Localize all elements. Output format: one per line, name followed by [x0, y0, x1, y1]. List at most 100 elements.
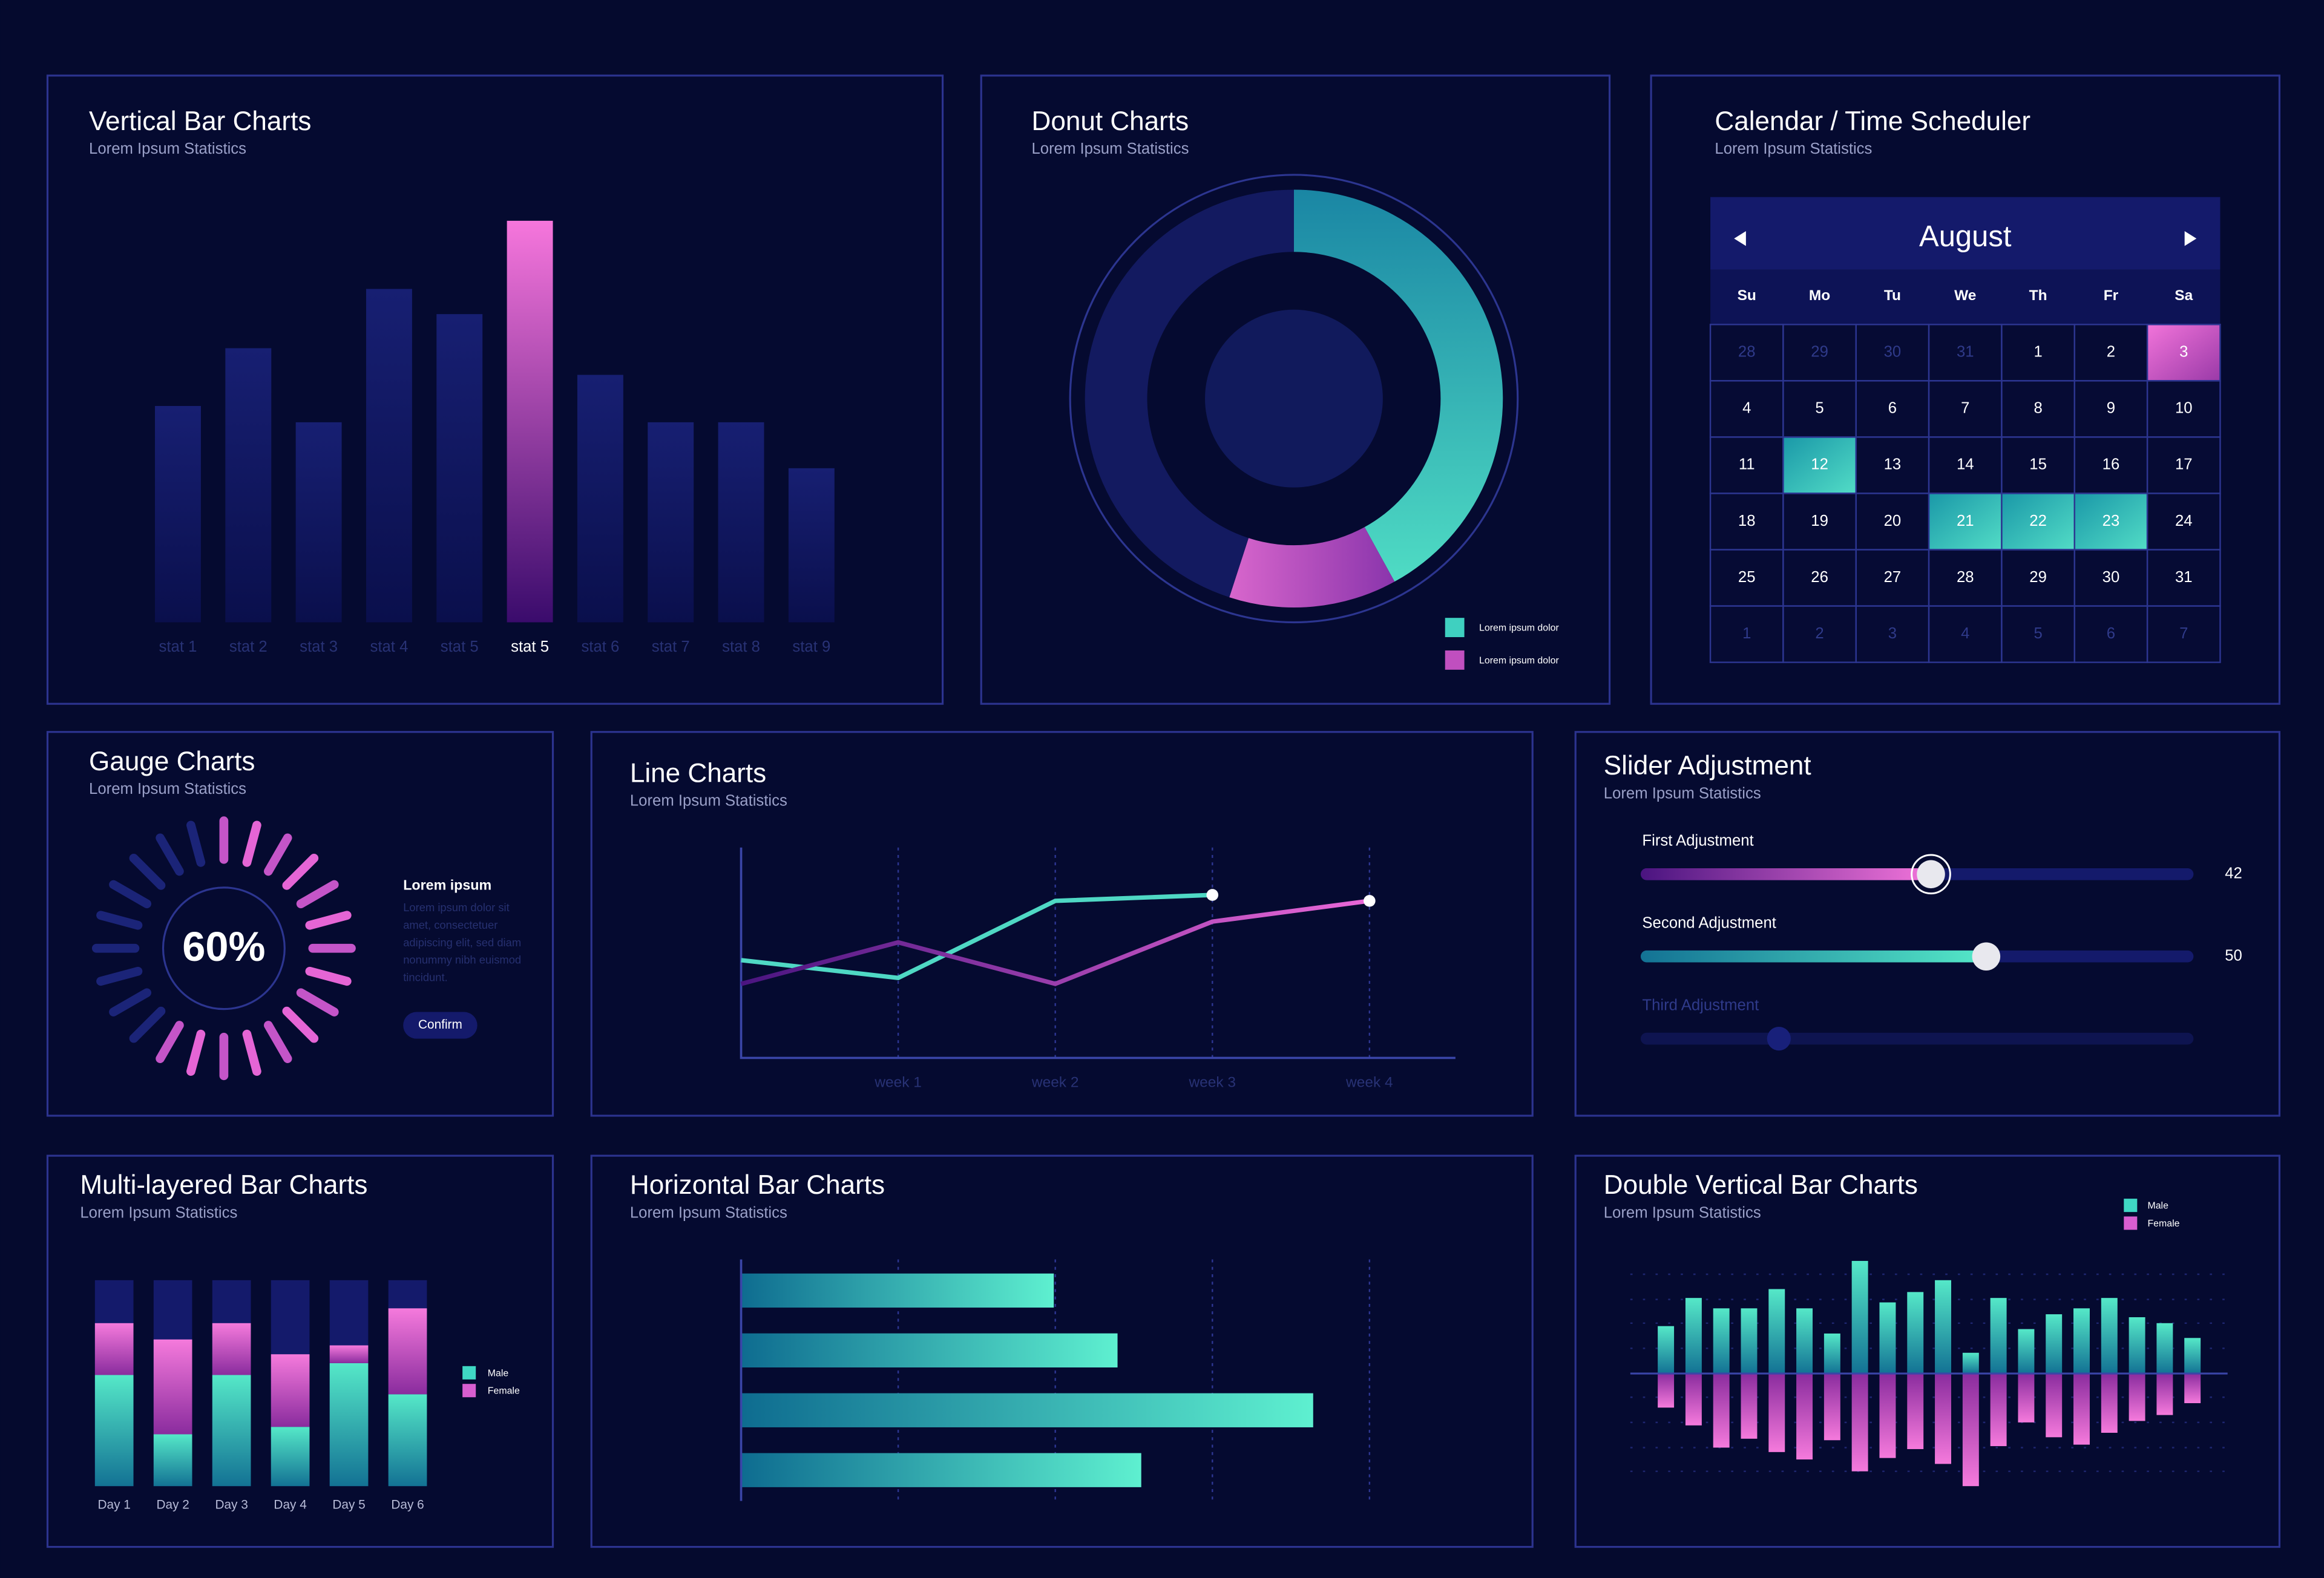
day-label[interactable]: 27	[1884, 569, 1902, 586]
day-label[interactable]: 26	[1811, 569, 1828, 586]
day-label[interactable]: 15	[2029, 456, 2047, 473]
day-cell[interactable]	[1709, 605, 1784, 663]
day-label[interactable]: 12	[1811, 456, 1828, 473]
bar	[2129, 1317, 2145, 1374]
day-cell[interactable]	[1855, 324, 1930, 382]
day-label[interactable]: 21	[1957, 512, 1974, 529]
bar	[1823, 1333, 1840, 1374]
bar	[507, 220, 553, 623]
gauge-value: 60%	[182, 923, 265, 970]
day-cell[interactable]	[1782, 605, 1857, 663]
day-label[interactable]: 20	[1884, 512, 1902, 529]
day-label[interactable]: 17	[2175, 456, 2193, 473]
day-cell[interactable]	[2073, 605, 2148, 663]
prev-month[interactable]	[1734, 231, 1746, 246]
weekday-label: Tu	[1884, 287, 1901, 304]
day-label[interactable]: 22	[2029, 512, 2047, 529]
day-cell[interactable]	[1928, 493, 2003, 551]
day-cell[interactable]	[1928, 380, 2003, 438]
bar	[2184, 1373, 2201, 1404]
legend-swatch	[1445, 618, 1465, 637]
day-cell[interactable]	[1709, 493, 1784, 551]
panel	[590, 731, 1534, 1117]
legend-swatch	[2124, 1199, 2138, 1213]
day-cell[interactable]	[1855, 493, 1930, 551]
day-label[interactable]: 8	[2034, 400, 2042, 417]
day-cell[interactable]	[1855, 549, 1930, 607]
slider-knob[interactable]	[1972, 942, 2001, 971]
day-label[interactable]: 31	[1957, 344, 1974, 361]
day-label[interactable]: 9	[2107, 400, 2115, 417]
day-cell[interactable]	[1782, 493, 1857, 551]
day-label[interactable]: 10	[2175, 400, 2193, 417]
day-label[interactable]: 2	[2107, 344, 2115, 361]
day-label[interactable]: 30	[2102, 569, 2120, 586]
day-cell[interactable]	[1855, 436, 1930, 494]
bar	[1990, 1298, 2007, 1374]
x-tick-label: stat 2	[229, 638, 268, 655]
button[interactable]	[403, 1012, 478, 1039]
button-label[interactable]: Confirm	[418, 1018, 462, 1032]
day-cell[interactable]	[1709, 436, 1784, 494]
day-label[interactable]: 13	[1884, 456, 1902, 473]
day-label[interactable]: 29	[1811, 344, 1828, 361]
day-label[interactable]: 3	[2179, 344, 2188, 361]
day-cell[interactable]	[2146, 380, 2221, 438]
day-label[interactable]: 6	[2107, 625, 2115, 642]
day-label[interactable]: 30	[1884, 344, 1902, 361]
panel-subtitle: Lorem Ipsum Statistics	[89, 140, 246, 157]
slider-halo	[1911, 854, 1951, 895]
day-label[interactable]: 31	[2175, 569, 2193, 586]
slider-value: 50	[2225, 948, 2242, 964]
legend-swatch	[1445, 650, 1465, 670]
day-label[interactable]: 2	[1815, 625, 1823, 642]
day-cell[interactable]	[1782, 549, 1857, 607]
day-label[interactable]: 1	[2034, 344, 2042, 361]
day-label[interactable]: 1	[1742, 625, 1751, 642]
panel-subtitle: Lorem Ipsum Statistics	[630, 1204, 787, 1221]
x-tick-label: stat 9	[792, 638, 830, 655]
day-label[interactable]: 5	[2034, 625, 2042, 642]
day-label[interactable]: 19	[1811, 512, 1828, 529]
day-label[interactable]: 4	[1742, 400, 1751, 417]
day-label[interactable]: 28	[1957, 569, 1974, 586]
day-label[interactable]: 16	[2102, 456, 2120, 473]
next-month[interactable]	[2184, 231, 2197, 246]
day-cell[interactable]	[2073, 549, 2148, 607]
day-label[interactable]: 7	[2179, 625, 2188, 642]
day-cell[interactable]	[2073, 436, 2148, 494]
day-cell[interactable]	[2001, 493, 2076, 551]
day-label[interactable]: 28	[1738, 344, 1756, 361]
day-label[interactable]: 14	[1957, 456, 1974, 473]
day-cell[interactable]	[2146, 493, 2221, 551]
day-cell[interactable]	[2073, 324, 2148, 382]
day-cell[interactable]	[1709, 549, 1784, 607]
day-cell[interactable]	[2146, 436, 2221, 494]
day-label[interactable]: 5	[1815, 400, 1823, 417]
slider-knob[interactable]	[1917, 860, 1945, 889]
day-cell[interactable]	[2001, 380, 2076, 438]
day-label[interactable]: 4	[1961, 625, 1969, 642]
day-label[interactable]: 3	[1888, 625, 1897, 642]
bar-segment	[388, 1308, 427, 1395]
day-cell[interactable]	[2146, 605, 2221, 663]
day-cell[interactable]	[1928, 436, 2003, 494]
bar	[741, 1393, 1313, 1427]
day-label[interactable]: 23	[2102, 512, 2120, 529]
day-cell[interactable]	[1928, 324, 2003, 382]
x-tick-label: Day 5	[332, 1498, 365, 1512]
day-label[interactable]: 7	[1961, 400, 1969, 417]
info-text: nonummy nibh euismod	[403, 954, 521, 966]
day-label[interactable]: 6	[1888, 400, 1897, 417]
day-cell[interactable]	[1782, 324, 1857, 382]
day-label[interactable]: 11	[1739, 456, 1755, 473]
day-cell[interactable]	[1928, 605, 2003, 663]
gauge-tick	[296, 988, 339, 1017]
day-label[interactable]: 18	[1738, 512, 1756, 529]
x-tick-label: stat 3	[300, 638, 338, 655]
day-label[interactable]: 25	[1738, 569, 1756, 586]
day-label[interactable]: 29	[2029, 569, 2047, 586]
day-label[interactable]: 24	[2175, 512, 2193, 529]
bar	[1768, 1373, 1785, 1452]
slider-knob[interactable]	[1767, 1027, 1791, 1051]
